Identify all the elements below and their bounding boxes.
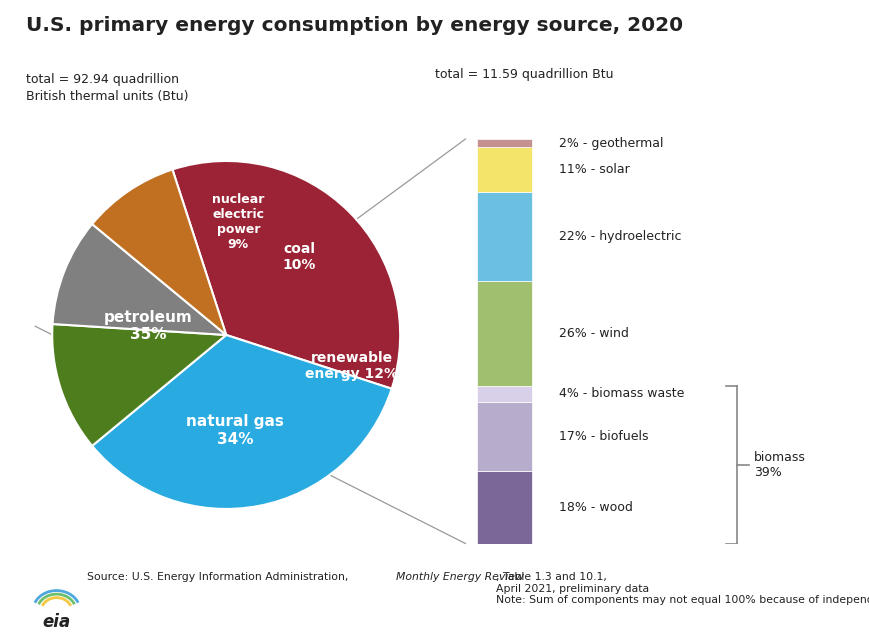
Text: natural gas
34%: natural gas 34% [186, 415, 283, 447]
Text: renewable
energy 12%: renewable energy 12% [305, 351, 397, 381]
Text: 22% - hydroelectric: 22% - hydroelectric [559, 229, 681, 243]
Text: total = 11.59 quadrillion Btu: total = 11.59 quadrillion Btu [434, 68, 613, 81]
Wedge shape [92, 335, 391, 509]
Wedge shape [92, 169, 226, 335]
Text: coal
10%: coal 10% [282, 241, 315, 272]
Text: 18% - wood: 18% - wood [559, 501, 633, 514]
Wedge shape [52, 324, 226, 446]
Bar [476, 191, 531, 281]
Wedge shape [172, 161, 400, 389]
Text: 4% - biomass waste: 4% - biomass waste [559, 387, 684, 400]
Text: biomass
39%: biomass 39% [753, 451, 805, 478]
Text: Source: U.S. Energy Information Administration,: Source: U.S. Energy Information Administ… [87, 572, 351, 582]
Bar [476, 147, 531, 191]
Text: nuclear
electric
power
9%: nuclear electric power 9% [212, 193, 264, 251]
Bar [476, 281, 531, 386]
Text: Monthly Energy Review: Monthly Energy Review [395, 572, 523, 582]
Wedge shape [52, 224, 226, 335]
Bar [476, 471, 531, 544]
Bar [476, 386, 531, 402]
Text: 2% - geothermal: 2% - geothermal [559, 137, 663, 150]
Text: eia: eia [43, 613, 70, 631]
Text: 17% - biofuels: 17% - biofuels [559, 430, 648, 443]
Text: total = 92.94 quadrillion
British thermal units (Btu): total = 92.94 quadrillion British therma… [26, 73, 189, 102]
Text: petroleum
35%: petroleum 35% [103, 310, 192, 343]
Bar [476, 139, 531, 147]
Bar [476, 402, 531, 471]
Text: 11% - solar: 11% - solar [559, 163, 629, 176]
Text: 26% - wind: 26% - wind [559, 327, 628, 339]
Text: U.S. primary energy consumption by energy source, 2020: U.S. primary energy consumption by energ… [26, 16, 682, 35]
Text: , Table 1.3 and 10.1,
April 2021, preliminary data
Note: Sum of components may n: , Table 1.3 and 10.1, April 2021, prelim… [495, 572, 869, 605]
